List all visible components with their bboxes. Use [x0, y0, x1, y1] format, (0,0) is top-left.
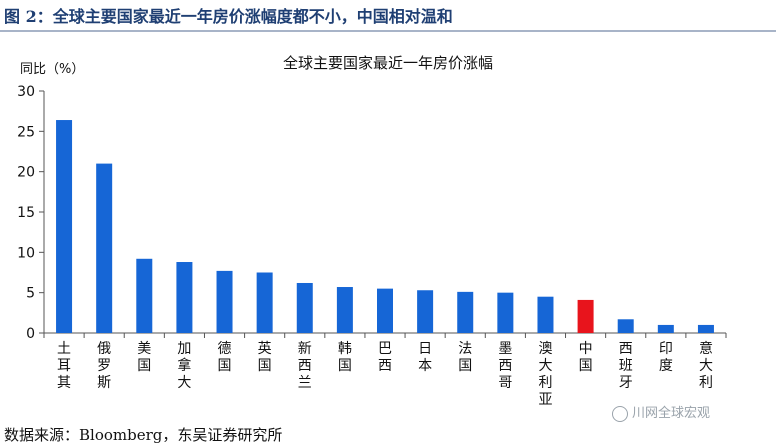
y-tick-label: 5 [26, 286, 35, 302]
chart-title: 全球主要国家最近一年房价涨幅 [282, 54, 493, 72]
bar-4 [176, 262, 193, 333]
wechat-icon [612, 405, 628, 422]
category-label: 墨西哥 [498, 341, 512, 391]
category-label: 巴西 [378, 341, 392, 374]
category-label: 英国 [258, 340, 272, 374]
y-tick-label: 20 [17, 165, 35, 181]
bar-13 [537, 296, 554, 333]
bar-7 [296, 282, 313, 333]
y-tick-label: 25 [17, 124, 35, 140]
y-tick-label: 15 [17, 205, 35, 221]
category-label: 意大利 [699, 340, 713, 391]
category-label: 俄罗斯 [97, 341, 111, 391]
bar-3 [136, 258, 153, 333]
bar-11 [457, 291, 474, 333]
bar-10 [417, 290, 434, 333]
bar-1 [56, 120, 73, 333]
bar-6 [256, 272, 273, 333]
source-note: 数据来源：Bloomberg，东吴证券研究所 [4, 426, 283, 444]
category-label: 新西兰 [298, 341, 312, 391]
category-label: 德国 [218, 341, 232, 374]
category-label: 法国 [458, 341, 472, 374]
category-label: 日本 [418, 341, 432, 374]
title-divider [0, 30, 776, 32]
bar-8 [336, 287, 353, 333]
bar-2 [96, 163, 113, 333]
y-axis-label: 同比（%） [20, 62, 85, 77]
category-label: 美国 [137, 341, 151, 374]
category-label: 西班牙 [619, 341, 633, 391]
bar-15 [617, 319, 634, 333]
bar-17 [697, 324, 714, 333]
category-label: 澳大利亚 [538, 341, 552, 408]
category-label: 韩国 [338, 341, 352, 374]
bar-9 [377, 288, 393, 333]
figure-title: 图 2：全球主要国家最近一年房价涨幅度都不小，中国相对温和 [4, 7, 453, 26]
category-label: 加拿大 [177, 341, 191, 391]
watermark: 川网全球宏观 [612, 402, 710, 422]
y-tick-label: 30 [17, 84, 35, 100]
category-label: 中国 [579, 341, 593, 374]
watermark-text: 川网全球宏观 [632, 406, 711, 421]
bar-14 [577, 299, 594, 333]
bar-16 [657, 324, 674, 333]
bar-5 [216, 270, 233, 333]
y-tick-label: 0 [26, 326, 35, 342]
bar-12 [497, 292, 514, 333]
y-tick-label: 10 [17, 245, 35, 261]
category-label: 土耳其 [57, 341, 71, 391]
category-label: 印度 [659, 341, 673, 374]
